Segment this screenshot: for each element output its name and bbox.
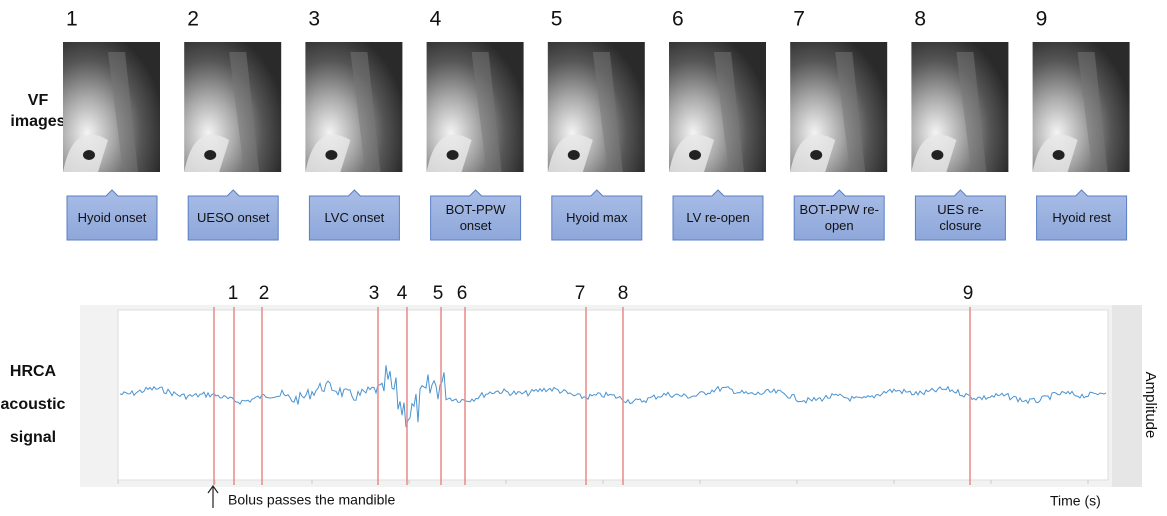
vf-image [911, 42, 1009, 172]
event-marker: 4 [397, 283, 408, 304]
frame-number: 6 [672, 8, 684, 31]
event-label-box: Hyoid max [566, 210, 628, 225]
vf-image [426, 42, 524, 172]
event-box [551, 189, 643, 241]
image-shape [592, 52, 623, 172]
event-label-box: Hyoid onset [77, 210, 147, 225]
event-marker: 5 [433, 283, 444, 304]
y-axis-label: Amplitude [1142, 372, 1159, 439]
event-label-box: UESO onset [197, 210, 270, 225]
image-shape [350, 52, 381, 172]
event-label: LV re-open [686, 210, 750, 225]
frame-number: 5 [551, 8, 563, 31]
image-shape [108, 52, 138, 172]
waveform [119, 365, 1107, 428]
event-box [672, 189, 764, 241]
event-marker: 1 [228, 283, 239, 304]
event-label-box: LVC onset [324, 210, 385, 225]
image-shape [810, 150, 823, 160]
event-label: LVC onset [324, 210, 385, 225]
image-shape [1077, 52, 1108, 172]
vf-image [1032, 42, 1130, 172]
image-shape [325, 150, 338, 160]
image-shape [83, 150, 95, 160]
vf-image [63, 42, 160, 172]
image-shape [689, 150, 701, 160]
image-shape [714, 52, 744, 172]
event-box [187, 189, 279, 241]
image-shape [567, 150, 580, 160]
image-shape [471, 52, 502, 172]
signal-plot [80, 305, 1142, 487]
event-box [1036, 189, 1128, 241]
event-label-box: LV re-open [686, 210, 750, 225]
image-shape [835, 52, 866, 172]
event-marker: 3 [369, 283, 380, 304]
event-label: UES re-closure [937, 202, 984, 233]
event-marker: 7 [575, 283, 586, 304]
image-shape [1052, 150, 1065, 160]
frame-number: 9 [1036, 8, 1048, 31]
row-label: signal [10, 429, 56, 446]
event-box [914, 189, 1006, 241]
x-axis-label: Time (s) [1050, 493, 1101, 509]
vf-image [305, 42, 403, 172]
frame-number: 1 [66, 8, 78, 31]
frame-number: 2 [187, 8, 199, 31]
row-label: acoustic [1, 396, 66, 413]
image-shape [229, 52, 260, 172]
image-shape [204, 150, 217, 160]
event-box [308, 189, 400, 241]
frame-number: 7 [793, 8, 805, 31]
vf-image [669, 42, 766, 172]
event-label-box: BOT-PPW re-open [799, 202, 879, 233]
event-label: UESO onset [197, 210, 270, 225]
event-label-box: Hyoid rest [1052, 210, 1111, 225]
frame-number: 8 [914, 8, 926, 31]
event-marker: 6 [457, 283, 468, 304]
vf-image [547, 42, 645, 172]
plot-side [1112, 305, 1142, 487]
annotation: Bolus passes the mandible [228, 492, 396, 508]
frames: 1 Hyoid onset 2 UESO onset 3 LVC onset 4 BOT-PP… [63, 8, 1130, 241]
image-shape [446, 150, 459, 160]
event-label: Hyoid onset [77, 210, 147, 225]
event-label: BOT-PPW onset [445, 202, 506, 233]
image-shape [931, 150, 944, 160]
frame-number: 3 [308, 8, 320, 31]
event-label-box: UES re-closure [937, 202, 984, 233]
event-box [793, 189, 885, 241]
event-marker: 9 [963, 283, 974, 304]
row-label: VF [28, 92, 49, 109]
row-label: images [10, 113, 65, 130]
event-marker: 8 [618, 283, 629, 304]
row-label: HRCA [10, 363, 57, 380]
event-label-box: BOT-PPW onset [445, 202, 506, 233]
vf-image [790, 42, 888, 172]
event-label: BOT-PPW re-open [799, 202, 879, 233]
event-box [430, 189, 522, 241]
image-shape [956, 52, 987, 172]
arrow-head [207, 484, 219, 494]
event-marker: 2 [259, 283, 270, 304]
vf-image [184, 42, 282, 172]
event-label: Hyoid rest [1052, 210, 1111, 225]
event-label: Hyoid max [566, 210, 628, 225]
frame-number: 4 [430, 8, 442, 31]
event-box [66, 189, 158, 241]
